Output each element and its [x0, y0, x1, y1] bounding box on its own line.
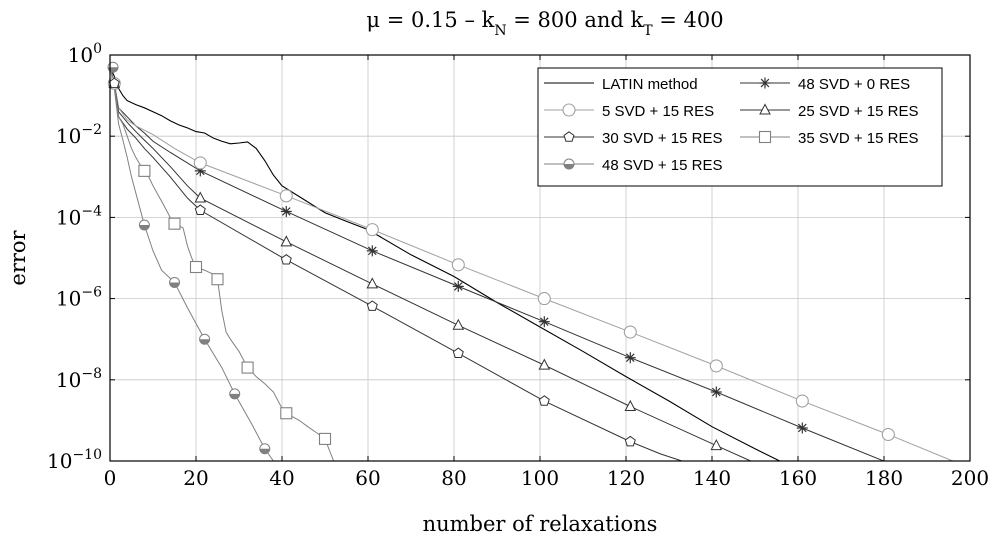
x-tick-label: 80	[441, 466, 466, 490]
x-tick-label: 100	[521, 466, 559, 490]
y-tick-label: 10−10	[47, 447, 102, 473]
data-point-35-svd-15-res	[138, 164, 151, 177]
data-point-5-svd-15-res	[795, 394, 809, 408]
data-point-48-svd-15-res	[259, 443, 271, 455]
data-point-25-svd-15-res	[624, 399, 637, 411]
data-point-5-svd-15-res	[451, 258, 465, 272]
series-line-48-svd-15-res	[110, 67, 274, 461]
data-point-5-svd-15-res	[709, 359, 723, 373]
data-point-48-svd-0-res	[710, 386, 722, 398]
legend-item-25-svd-15-res: 25 SVD + 15 RES	[740, 103, 918, 120]
data-point-48-svd-0-res	[624, 352, 636, 364]
x-tick-label: 0	[104, 466, 117, 490]
y-tick-label: 10−4	[56, 203, 102, 229]
series-line-35-svd-15-res	[110, 67, 335, 461]
series-line-30-svd-15-res	[110, 67, 683, 461]
data-point-5-svd-15-res	[193, 156, 207, 170]
data-point-48-svd-15-res	[199, 333, 211, 345]
data-point-48-svd-0-res	[452, 280, 464, 292]
x-tick-label: 120	[607, 466, 645, 490]
data-point-5-svd-15-res	[279, 189, 293, 203]
data-point-30-svd-15-res	[194, 204, 206, 215]
data-point-30-svd-15-res	[280, 254, 292, 265]
legend-label: 25 SVD + 15 RES	[798, 103, 918, 120]
data-point-48-svd-15-res	[229, 388, 241, 400]
legend-item-latin-method: LATIN method	[544, 76, 698, 93]
legend-marker	[759, 103, 771, 115]
data-point-25-svd-15-res	[280, 235, 293, 247]
legend: LATIN method 48 SVD + 0 RES 5 SVD + 15 RES…	[537, 67, 943, 187]
legend-item-35-svd-15-res: 35 SVD + 15 RES	[740, 130, 918, 147]
legend-label: LATIN method	[602, 76, 698, 93]
data-point-30-svd-15-res	[452, 347, 464, 358]
legend-box	[537, 67, 943, 187]
data-point-35-svd-15-res	[280, 407, 293, 420]
y-tick-label: 10−2	[56, 122, 102, 148]
legend-marker	[563, 158, 575, 170]
data-point-25-svd-15-res	[710, 438, 723, 451]
data-point-48-svd-15-res	[169, 276, 180, 288]
x-tick-label: 160	[779, 466, 817, 490]
legend-item-5-svd-15-res: 5 SVD + 15 RES	[544, 103, 714, 120]
legend-label: 30 SVD + 15 RES	[602, 130, 722, 147]
y-tick-label: 10−6	[56, 285, 102, 311]
legend-label: 5 SVD + 15 RES	[602, 103, 714, 120]
legend-item-48-svd-0-res: 48 SVD + 0 RES	[740, 76, 910, 93]
series-line-latin-method	[110, 66, 781, 461]
y-axis-label: error	[6, 229, 30, 285]
legend-marker	[759, 77, 771, 89]
data-point-30-svd-15-res	[538, 395, 550, 406]
legend-label: 48 SVD + 0 RES	[798, 76, 910, 93]
y-axis-ticks: 100 10−2 10−4 10−6 10−8 10−10	[47, 41, 970, 473]
data-point-25-svd-15-res	[452, 318, 465, 330]
chart-title: μ = 0.15 – kN = 800 and kT = 400	[366, 8, 723, 39]
legend-marker	[562, 103, 576, 117]
x-axis-label: number of relaxations	[423, 512, 658, 536]
x-tick-label: 180	[865, 466, 903, 490]
data-point-48-svd-15-res	[138, 219, 150, 231]
data-point-35-svd-15-res	[211, 273, 224, 286]
data-point-5-svd-15-res	[537, 292, 551, 306]
x-tick-label: 140	[693, 466, 731, 490]
data-point-35-svd-15-res	[168, 217, 181, 230]
data-point-25-svd-15-res	[194, 191, 207, 203]
series-line-48-svd-0-res	[110, 67, 886, 461]
data-point-48-svd-0-res	[796, 422, 808, 434]
x-tick-label: 40	[269, 466, 294, 490]
data-point-30-svd-15-res	[366, 300, 378, 311]
data-point-48-svd-0-res	[280, 205, 292, 217]
x-tick-label: 200	[951, 466, 989, 490]
data-point-30-svd-15-res	[624, 435, 636, 447]
data-point-5-svd-15-res	[881, 427, 895, 442]
marker-layer	[107, 61, 895, 455]
series-line-25-svd-15-res	[110, 67, 751, 461]
y-tick-label: 10−8	[56, 366, 102, 392]
legend-marker	[563, 131, 575, 142]
legend-label: 48 SVD + 15 RES	[602, 157, 722, 174]
data-point-35-svd-15-res	[189, 260, 203, 274]
data-point-25-svd-15-res	[538, 358, 551, 370]
x-tick-label: 20	[183, 466, 208, 490]
legend-item-48-svd-15-res: 48 SVD + 15 RES	[544, 157, 722, 174]
legend-label: 35 SVD + 15 RES	[798, 130, 918, 147]
x-tick-label: 60	[355, 466, 380, 490]
data-point-35-svd-15-res	[318, 432, 332, 445]
data-point-25-svd-15-res	[366, 277, 379, 289]
legend-marker	[758, 130, 772, 144]
x-axis-ticks: 0 20 40 60 80 100 120 140 160 180 200	[104, 55, 989, 490]
y-tick-label: 100	[68, 41, 102, 67]
data-point-35-svd-15-res	[241, 361, 254, 374]
data-point-5-svd-15-res	[365, 223, 379, 237]
data-point-5-svd-15-res	[623, 325, 637, 339]
data-point-48-svd-0-res	[538, 316, 550, 328]
data-point-48-svd-0-res	[366, 245, 378, 257]
legend-item-30-svd-15-res: 30 SVD + 15 RES	[544, 130, 722, 147]
